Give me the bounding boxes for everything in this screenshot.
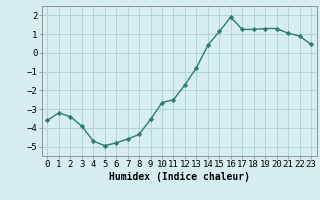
X-axis label: Humidex (Indice chaleur): Humidex (Indice chaleur) — [109, 172, 250, 182]
